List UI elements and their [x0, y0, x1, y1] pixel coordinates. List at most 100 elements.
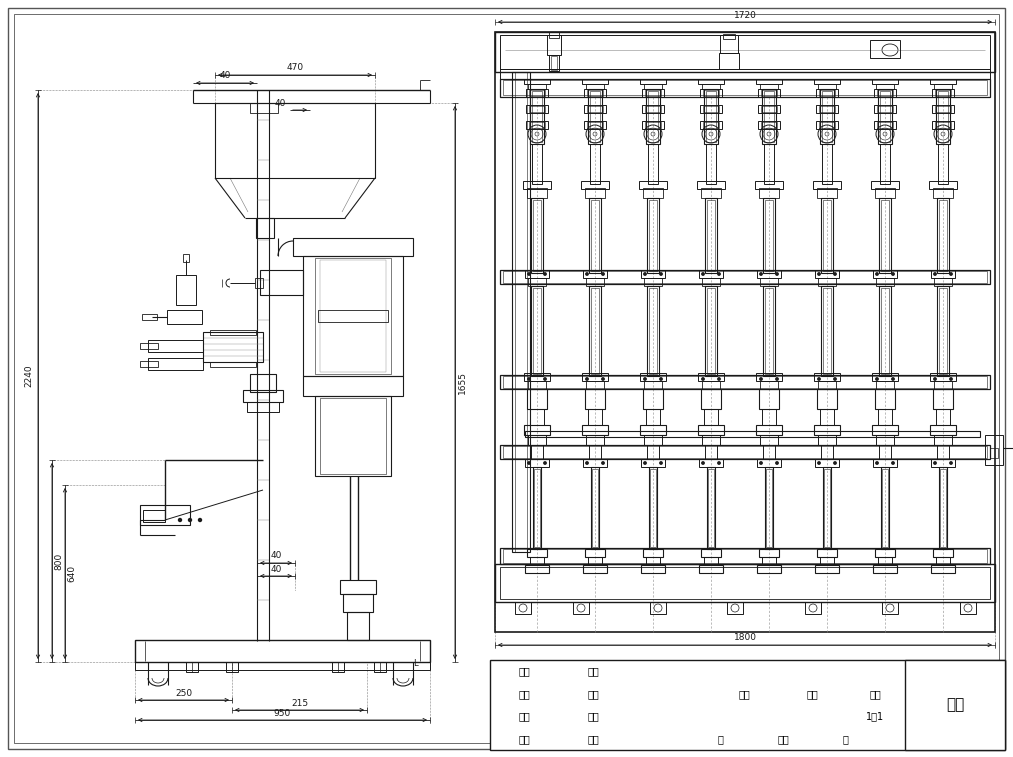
Bar [757, 565, 781, 573]
Bar [646, 89, 660, 144]
Bar [699, 270, 723, 278]
Bar [515, 72, 527, 552]
Bar [764, 91, 774, 142]
Bar [937, 198, 949, 273]
Circle shape [817, 378, 821, 380]
Bar [933, 549, 953, 557]
Text: 800: 800 [55, 553, 64, 569]
Bar [526, 105, 548, 113]
Bar [523, 181, 551, 189]
Bar [705, 198, 717, 273]
Bar [881, 467, 889, 549]
Bar [587, 90, 603, 96]
Bar [931, 459, 955, 467]
Bar [759, 549, 779, 557]
Bar [649, 200, 657, 271]
Bar [582, 373, 608, 381]
Bar [503, 80, 987, 95]
Circle shape [199, 519, 202, 522]
Bar [703, 122, 719, 128]
Bar [585, 549, 605, 557]
Bar [940, 469, 946, 547]
Bar [873, 459, 897, 467]
Text: 批准: 批准 [588, 689, 599, 699]
Bar [525, 270, 549, 278]
Circle shape [528, 462, 530, 464]
Bar [702, 435, 720, 445]
Bar [698, 425, 724, 435]
Bar [529, 90, 545, 96]
Bar [934, 381, 952, 389]
Bar [879, 445, 891, 459]
Circle shape [586, 273, 589, 276]
Bar [756, 373, 782, 381]
Bar [763, 286, 775, 376]
Bar [876, 278, 894, 286]
Bar [303, 376, 403, 396]
Bar [700, 105, 722, 113]
Bar [823, 288, 831, 374]
Bar [647, 286, 659, 376]
Bar [708, 469, 714, 547]
Bar [533, 288, 541, 374]
Bar [256, 218, 274, 238]
Bar [813, 181, 841, 189]
Bar [765, 467, 773, 549]
Bar [503, 376, 987, 388]
Bar [148, 358, 203, 370]
Bar [591, 200, 599, 271]
Bar [531, 286, 543, 376]
Bar [210, 362, 256, 367]
Bar [332, 662, 344, 672]
Circle shape [760, 378, 762, 380]
Bar [937, 445, 949, 459]
Bar [876, 381, 894, 389]
Bar [526, 121, 548, 129]
Bar [524, 373, 550, 381]
Bar [495, 32, 995, 632]
Bar [817, 549, 837, 557]
Bar [641, 270, 665, 278]
Bar [250, 374, 276, 392]
Text: 40: 40 [219, 71, 231, 80]
Bar [758, 89, 780, 97]
Bar [530, 557, 544, 565]
Bar [503, 271, 987, 283]
Bar [640, 425, 666, 435]
Bar [871, 181, 899, 189]
Text: 250: 250 [175, 689, 192, 697]
Bar [210, 330, 256, 335]
Bar [167, 310, 202, 324]
Bar [707, 288, 715, 374]
Bar [819, 435, 836, 445]
Text: 工艺: 工艺 [588, 712, 599, 721]
Bar [704, 89, 718, 144]
Bar [698, 79, 724, 84]
Bar [878, 409, 892, 425]
Text: 1：1: 1：1 [866, 712, 884, 721]
Bar [930, 425, 956, 435]
Bar [934, 435, 952, 445]
Bar [763, 445, 775, 459]
Bar [142, 314, 157, 320]
Bar [525, 565, 549, 573]
Circle shape [544, 273, 546, 276]
Bar [881, 200, 889, 271]
Bar [643, 188, 663, 198]
Bar [140, 361, 158, 367]
Bar [587, 122, 603, 128]
Bar [876, 84, 894, 89]
Bar [879, 286, 891, 376]
Bar [703, 90, 719, 96]
Bar [932, 105, 954, 113]
Bar [874, 89, 897, 97]
Bar [820, 409, 834, 425]
Bar [183, 254, 189, 262]
Bar [591, 467, 599, 549]
Bar [586, 278, 604, 286]
Circle shape [934, 273, 936, 276]
Circle shape [659, 273, 663, 276]
Bar [821, 445, 833, 459]
Bar [640, 79, 666, 84]
Bar [880, 144, 890, 184]
